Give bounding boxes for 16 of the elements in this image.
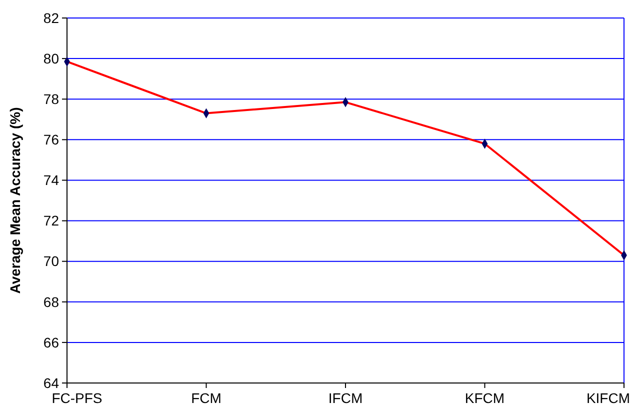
x-tick-label: KFCM (464, 390, 505, 406)
y-axis-title: Average Mean Accuracy (%) (7, 107, 23, 294)
y-tick-label: 72 (43, 212, 60, 229)
y-tick-label: 66 (43, 334, 60, 350)
y-tick-label: 70 (43, 253, 60, 270)
y-tick-label: 78 (43, 91, 60, 108)
y-tick-label: 64 (43, 374, 60, 391)
y-tick-label: 82 (43, 10, 60, 26)
x-tick-label: FC-PFS (52, 390, 102, 406)
y-tick-label: 74 (43, 172, 60, 188)
y-tick-label: 76 (43, 132, 60, 148)
x-tick-label: FCM (191, 390, 222, 406)
x-tick-label: IFCM (328, 390, 363, 406)
y-tick-label: 80 (43, 50, 60, 66)
y-tick-label: 68 (43, 294, 60, 310)
x-tick-label: KIFCM (586, 390, 630, 406)
